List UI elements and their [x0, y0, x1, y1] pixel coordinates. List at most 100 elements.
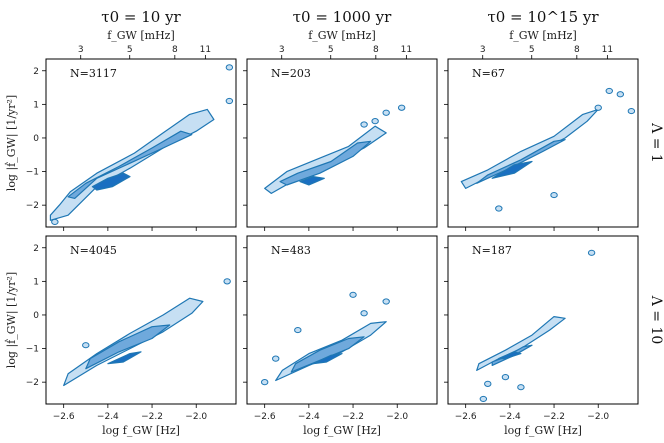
- x-tick-label: −2.4: [97, 412, 119, 422]
- contour-mid: [290, 336, 365, 373]
- count-label: N=4045: [70, 244, 117, 257]
- top-tick-label: 5: [529, 45, 535, 55]
- contour-island: [349, 291, 357, 298]
- top-tick-label: 11: [401, 45, 412, 55]
- plot-area: [264, 104, 406, 194]
- contour-island: [550, 191, 558, 199]
- top-tick-label: 8: [574, 45, 580, 55]
- panel-frame: [45, 235, 237, 405]
- panel-frame: [246, 58, 438, 228]
- y-axis-label: log |ḟ_GW| [1/yr²]: [4, 95, 19, 191]
- y-tick-label: 0: [33, 134, 39, 144]
- contour-island: [479, 395, 488, 403]
- x-axis-label: log f_GW [Hz]: [504, 424, 582, 437]
- y-tick-label: 1: [33, 100, 39, 110]
- top-tick-label: 3: [78, 45, 84, 55]
- contour-mid: [67, 130, 193, 199]
- x-tick-label: −2.0: [386, 412, 408, 422]
- contour-island: [51, 218, 59, 226]
- x-tick-label: −2.0: [185, 412, 207, 422]
- x-axis-label: log f_GW [Hz]: [102, 424, 180, 437]
- contour-mid: [476, 139, 566, 184]
- contour-island: [605, 87, 613, 95]
- contour-island: [82, 342, 90, 349]
- plot-area: [63, 278, 231, 387]
- contour-inner: [107, 351, 142, 365]
- plot-area: [49, 64, 234, 226]
- column-title: τ0 = 10 yr: [101, 8, 181, 26]
- x-axis-label: log f_GW [Hz]: [303, 424, 381, 437]
- top-tick-label: 11: [200, 45, 211, 55]
- plot-area: [460, 87, 636, 212]
- contour-island: [382, 298, 390, 305]
- y-tick-label: −1: [26, 345, 39, 355]
- panel: N=187 −2.6 −2.4 −2.2 −2.0 log f_GW [Hz]: [444, 235, 639, 437]
- contour-inner: [312, 353, 343, 365]
- x-tick-label: −2.4: [499, 412, 521, 422]
- top-tick-label: 3: [279, 45, 285, 55]
- contour-island: [517, 384, 525, 391]
- contour-inner: [491, 160, 533, 179]
- top-axis-label: f_GW [mHz]: [107, 29, 175, 42]
- panel: N=4045 −2 −1 0 1 2 −2.6 −2.4 −2.2 −2.0 log f_GW [H…: [4, 235, 237, 437]
- y-tick-label: 2: [33, 244, 39, 254]
- contour-island: [627, 107, 636, 115]
- panel-frame: [246, 235, 438, 405]
- y-tick-label: −1: [26, 168, 39, 178]
- top-tick-label: 8: [172, 45, 178, 55]
- contour-island: [360, 121, 368, 128]
- x-tick-label: −2.6: [254, 412, 276, 422]
- count-label: N=3117: [70, 67, 117, 80]
- contour-inner: [91, 172, 131, 191]
- contour-island: [484, 380, 492, 387]
- x-tick-label: −2.0: [587, 412, 609, 422]
- x-tick-label: −2.2: [342, 412, 364, 422]
- contour-island: [616, 91, 625, 98]
- y-tick-label: −2: [26, 201, 39, 211]
- top-tick-label: 5: [127, 45, 133, 55]
- contour-island: [397, 104, 406, 111]
- panel-frame: [447, 58, 639, 228]
- contour-inner: [299, 176, 325, 186]
- plot-area: [260, 291, 390, 386]
- plot-area: [476, 249, 596, 403]
- top-tick-label: 8: [373, 45, 379, 55]
- y-tick-label: 2: [33, 67, 39, 77]
- count-label: N=187: [472, 244, 512, 257]
- y-tick-label: 1: [33, 277, 39, 287]
- x-tick-label: −2.2: [141, 412, 163, 422]
- contour-outer: [460, 108, 599, 189]
- contour-island: [587, 249, 596, 256]
- column-title: τ0 = 10^15 yr: [487, 8, 599, 26]
- contour-island: [260, 379, 269, 386]
- contour-island: [594, 104, 602, 111]
- contour-outer: [476, 316, 566, 371]
- row-label: Λ = 1: [648, 122, 664, 163]
- top-tick-label: 5: [328, 45, 334, 55]
- contour-island: [223, 278, 231, 285]
- panel: N=3117 −2 −1 0 1 2 3 5 8 11 f_GW [mHz] log |ḟ_GW| […: [4, 29, 237, 231]
- contour-island: [360, 310, 368, 317]
- contour-mid: [279, 140, 372, 186]
- top-tick-label: 11: [602, 45, 613, 55]
- count-label: N=483: [271, 244, 311, 257]
- top-axis-label: f_GW [mHz]: [308, 29, 376, 42]
- count-label: N=203: [271, 67, 311, 80]
- top-tick-label: 3: [480, 45, 486, 55]
- panel-frame: [447, 235, 639, 405]
- y-tick-label: −2: [26, 378, 39, 388]
- count-label: N=67: [472, 67, 505, 80]
- top-axis-label: f_GW [mHz]: [509, 29, 577, 42]
- contour-island: [371, 118, 379, 125]
- row-label: Λ = 10: [648, 295, 664, 345]
- contour-island: [501, 374, 510, 381]
- x-tick-label: −2.4: [298, 412, 320, 422]
- contour-island: [272, 355, 280, 362]
- contour-inner: [498, 351, 522, 360]
- y-tick-label: 0: [33, 311, 39, 321]
- contour-island: [225, 97, 234, 105]
- panel-frame: [45, 58, 237, 228]
- contour-island: [495, 205, 503, 212]
- contour-island: [294, 326, 302, 334]
